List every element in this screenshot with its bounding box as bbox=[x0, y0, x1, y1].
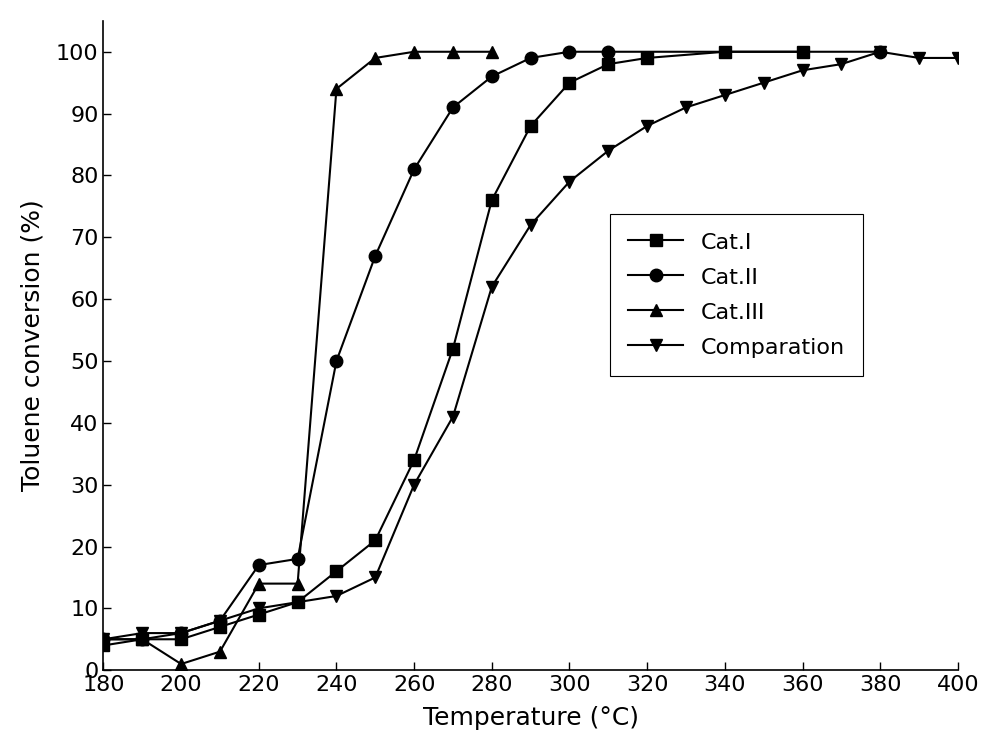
Comparation bbox=[797, 66, 809, 75]
Cat.I bbox=[369, 535, 381, 544]
Cat.I bbox=[563, 78, 575, 87]
Comparation bbox=[97, 635, 109, 644]
Comparation bbox=[447, 412, 459, 421]
Cat.III bbox=[447, 47, 459, 56]
Cat.I bbox=[486, 196, 498, 205]
Comparation bbox=[253, 604, 265, 613]
Comparation bbox=[719, 91, 731, 100]
Cat.I bbox=[641, 53, 653, 62]
Cat.I bbox=[136, 635, 148, 644]
Line: Comparation: Comparation bbox=[97, 46, 964, 646]
Cat.II bbox=[525, 53, 537, 62]
Comparation bbox=[641, 122, 653, 131]
Cat.II bbox=[602, 47, 614, 56]
Cat.I bbox=[97, 641, 109, 650]
Cat.I bbox=[719, 47, 731, 56]
Line: Cat.III: Cat.III bbox=[97, 46, 498, 670]
Cat.II bbox=[408, 164, 420, 173]
Comparation bbox=[330, 592, 342, 601]
Comparation bbox=[136, 629, 148, 638]
Cat.III bbox=[136, 635, 148, 644]
Cat.II bbox=[292, 554, 304, 563]
Cat.II bbox=[369, 252, 381, 261]
Cat.III bbox=[214, 647, 226, 656]
Cat.II bbox=[175, 629, 187, 638]
Cat.I bbox=[214, 623, 226, 632]
Cat.III bbox=[175, 659, 187, 668]
Comparation bbox=[758, 78, 770, 87]
Cat.I bbox=[330, 567, 342, 576]
Comparation bbox=[486, 282, 498, 291]
Cat.I bbox=[797, 47, 809, 56]
Cat.I bbox=[602, 59, 614, 68]
Line: Cat.I: Cat.I bbox=[97, 46, 809, 652]
Cat.I bbox=[253, 610, 265, 619]
Cat.I bbox=[175, 635, 187, 644]
Line: Cat.II: Cat.II bbox=[97, 46, 886, 646]
Cat.III bbox=[408, 47, 420, 56]
Cat.I bbox=[525, 122, 537, 131]
Cat.III bbox=[292, 579, 304, 588]
Comparation bbox=[408, 480, 420, 489]
Cat.III bbox=[253, 579, 265, 588]
Comparation bbox=[563, 177, 575, 186]
Cat.II bbox=[253, 560, 265, 569]
Comparation bbox=[292, 598, 304, 607]
Y-axis label: Toluene conversion (%): Toluene conversion (%) bbox=[21, 200, 45, 491]
Comparation bbox=[602, 146, 614, 155]
Comparation bbox=[680, 103, 692, 112]
Cat.II bbox=[447, 103, 459, 112]
Cat.II bbox=[330, 357, 342, 366]
Cat.I bbox=[292, 598, 304, 607]
X-axis label: Temperature (°C): Temperature (°C) bbox=[423, 706, 639, 730]
Cat.II bbox=[97, 635, 109, 644]
Cat.I bbox=[408, 455, 420, 464]
Cat.III bbox=[330, 84, 342, 93]
Comparation bbox=[913, 53, 925, 62]
Cat.II bbox=[563, 47, 575, 56]
Cat.II bbox=[874, 47, 886, 56]
Cat.III bbox=[97, 635, 109, 644]
Cat.III bbox=[486, 47, 498, 56]
Comparation bbox=[175, 629, 187, 638]
Cat.II bbox=[136, 635, 148, 644]
Comparation bbox=[369, 573, 381, 582]
Cat.II bbox=[214, 617, 226, 626]
Comparation bbox=[835, 59, 847, 68]
Comparation bbox=[525, 220, 537, 229]
Comparation bbox=[874, 47, 886, 56]
Cat.III bbox=[369, 53, 381, 62]
Cat.I bbox=[447, 344, 459, 353]
Legend: Cat.I, Cat.II, Cat.III, Comparation: Cat.I, Cat.II, Cat.III, Comparation bbox=[610, 214, 863, 376]
Comparation bbox=[952, 53, 964, 62]
Comparation bbox=[214, 617, 226, 626]
Cat.II bbox=[486, 72, 498, 81]
